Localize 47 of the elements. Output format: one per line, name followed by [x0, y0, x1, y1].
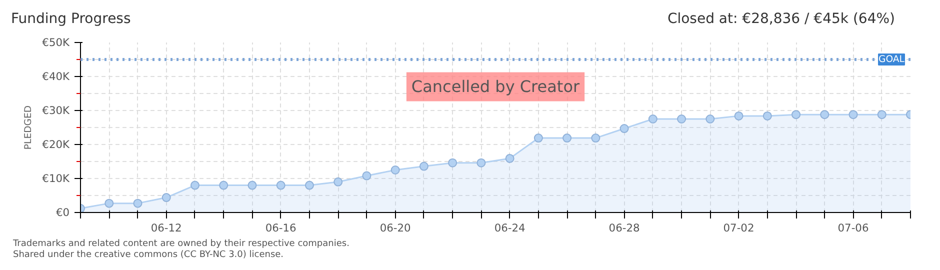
point — [792, 110, 801, 120]
point — [620, 124, 629, 134]
point — [362, 171, 372, 180]
point — [190, 180, 200, 190]
point — [162, 193, 171, 202]
y-tick-label: €0 — [56, 206, 70, 219]
point — [334, 177, 343, 186]
text: Trademarks and related content are owned by their respective companies. — [13, 239, 350, 249]
point — [877, 110, 886, 120]
x-tick-label: 06-16 — [265, 222, 297, 234]
x-tick-label: 06-20 — [380, 222, 412, 234]
y-tick-label: €50K — [42, 36, 71, 49]
point — [219, 180, 228, 190]
x-tick-label: 06-12 — [150, 222, 182, 234]
point — [762, 111, 772, 120]
point — [419, 162, 428, 171]
point — [677, 114, 686, 124]
point — [448, 158, 458, 168]
point — [133, 198, 142, 208]
point — [706, 114, 715, 124]
y-tick-label: €10K — [42, 172, 71, 185]
point — [648, 114, 658, 124]
y-tick-label: €30K — [42, 104, 71, 117]
point — [734, 111, 744, 120]
point — [848, 110, 858, 120]
chart-title: Funding Progress — [11, 10, 131, 29]
ref-line-label: GOAL — [878, 54, 906, 65]
x-tick-label: 07-02 — [723, 222, 754, 234]
annotation: Cancelled by Creator — [411, 77, 580, 96]
point — [304, 180, 314, 190]
point — [276, 180, 286, 190]
point — [562, 134, 572, 143]
y-tick-label: €20K — [42, 138, 71, 151]
x-tick-label: 06-28 — [608, 222, 640, 234]
point — [534, 134, 543, 143]
point — [820, 110, 830, 120]
point — [476, 158, 486, 168]
x-tick-label: 06-24 — [494, 222, 526, 234]
point — [390, 166, 400, 174]
x-tick-label: 07-06 — [838, 222, 869, 234]
point — [505, 154, 514, 163]
y-tick-label: €40K — [42, 70, 71, 83]
point — [104, 198, 114, 208]
chart-subtitle: Closed at: €28,836 / €45k (64%) — [667, 10, 895, 29]
point — [591, 134, 600, 143]
y-axis-title: PLEDGED — [23, 105, 34, 150]
text: Shared under the creative commons (CC BY-NC 3.0) license. — [13, 250, 284, 260]
